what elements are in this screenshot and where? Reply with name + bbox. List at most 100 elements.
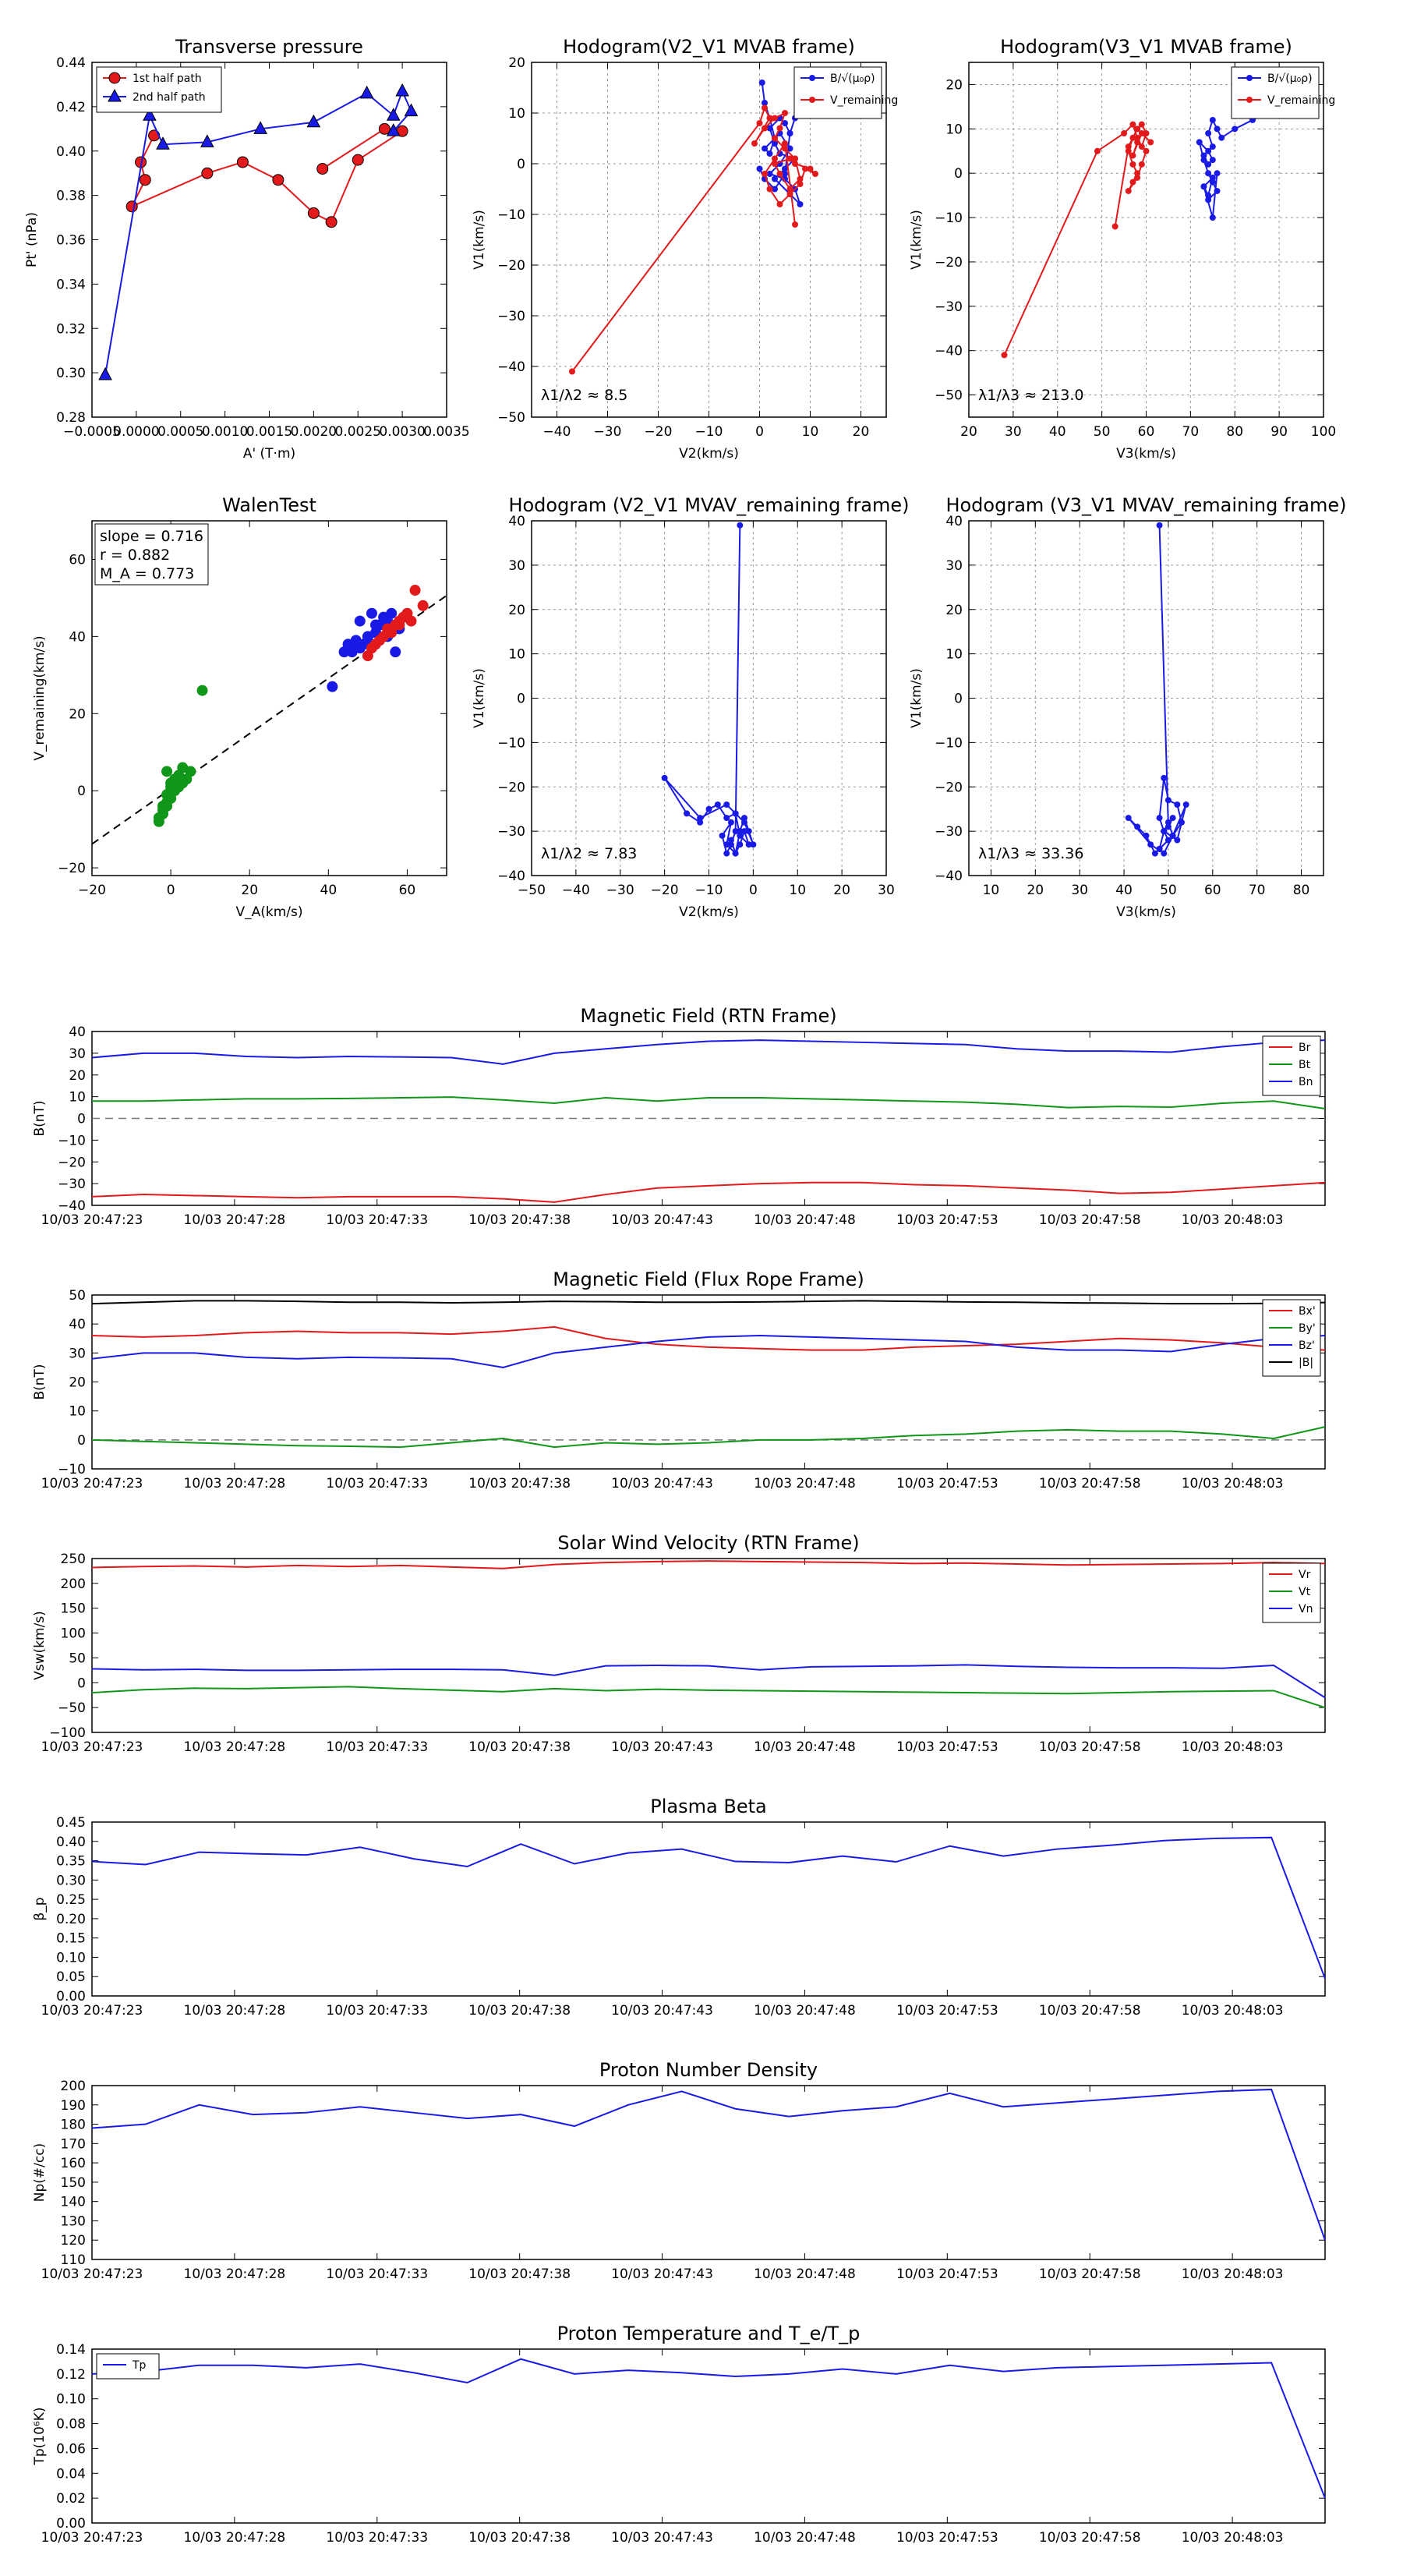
y-tick-label: 0.20 xyxy=(56,1912,86,1927)
data-point xyxy=(1164,797,1172,804)
stats-line: M_A = 0.773 xyxy=(100,565,194,582)
x-tick-label: 0.0010 xyxy=(202,424,248,440)
y-tick-label: −40 xyxy=(935,869,963,884)
y-tick-label: −10 xyxy=(58,1133,86,1148)
data-point xyxy=(776,125,783,132)
chart-title: Solar Wind Velocity (RTN Frame) xyxy=(557,1532,859,1554)
data-point xyxy=(776,171,783,177)
legend-label: B/√(μ₀ρ) xyxy=(830,73,875,85)
data-point xyxy=(1111,223,1119,230)
data-point xyxy=(802,165,808,172)
data-point xyxy=(732,850,739,857)
chart-title: Hodogram(V3_V1 MVAB frame) xyxy=(1000,36,1292,58)
data-point xyxy=(1001,352,1008,359)
series-line xyxy=(91,2088,1326,2241)
chart-proton-temperature: Proton Temperature and T_e/T_p 10/03 20:4… xyxy=(32,2323,1326,2546)
data-point xyxy=(727,837,734,844)
y-axis-label: β_p xyxy=(32,1897,48,1920)
legend-box xyxy=(96,2353,160,2380)
chart-hodogram-v3-v1-mvav: Hodogram (V3_V1 MVAV_remaining frame) 10 2… xyxy=(909,494,1347,920)
y-tick-label: −40 xyxy=(58,1198,86,1214)
data-point xyxy=(766,125,773,132)
x-tick-label: 100 xyxy=(1311,424,1336,440)
data-point xyxy=(196,685,208,696)
legend-label: Bz' xyxy=(1299,1339,1315,1352)
data-point xyxy=(661,774,668,781)
data-point xyxy=(1138,130,1145,136)
y-tick-label: 50 xyxy=(69,1651,86,1666)
x-tick-label: 10 xyxy=(789,883,806,898)
legend-label: 1st half path xyxy=(133,73,202,85)
x-tick-label: 10/03 20:47:33 xyxy=(326,2266,428,2282)
data-point xyxy=(1138,161,1145,168)
data-point xyxy=(809,75,815,81)
x-tick-label: 10/03 20:47:38 xyxy=(468,1476,571,1491)
y-tick-label: 110 xyxy=(61,2252,86,2268)
y-axis-label: Pt' (nPa) xyxy=(24,212,40,267)
stats-box xyxy=(94,523,209,586)
y-tick-label: 0.30 xyxy=(56,1873,86,1888)
x-tick-label: 10/03 20:48:03 xyxy=(1182,1212,1284,1228)
y-tick-label: −30 xyxy=(58,1177,86,1192)
data-point xyxy=(1246,97,1253,103)
y-axis-label: B(nT) xyxy=(32,1100,48,1136)
x-tick-label: 10/03 20:48:03 xyxy=(1182,2003,1284,2019)
x-tick-label: 10/03 20:47:28 xyxy=(184,2266,286,2282)
x-tick-label: −30 xyxy=(606,883,634,898)
data-point xyxy=(758,80,765,86)
x-tick-label: −40 xyxy=(543,424,571,440)
data-point xyxy=(1134,174,1141,181)
chart-hodogram-v3-v1-mvab: Hodogram(V3_V1 MVAB frame) 20 30 40 50 60 70 80… xyxy=(909,36,1336,462)
legend-label: Vr xyxy=(1299,1569,1311,1581)
data-point xyxy=(723,841,730,848)
series-line xyxy=(91,1335,1326,1368)
data-point xyxy=(1174,801,1181,808)
data-point xyxy=(737,828,744,835)
data-point xyxy=(108,72,121,84)
data-point xyxy=(386,123,401,136)
legend-box xyxy=(1262,1299,1321,1377)
x-tick-label: 10/03 20:47:58 xyxy=(1039,2530,1141,2546)
chart-walen-test: WalenTest −20 0 20 40 60 −20 0 20 40 60 V_A(km/s) V_… xyxy=(32,494,447,920)
x-tick-label: 10/03 20:47:38 xyxy=(468,2530,571,2546)
y-tick-label: 0.10 xyxy=(56,1950,86,1966)
data-point xyxy=(697,815,704,822)
data-point xyxy=(772,140,778,147)
x-tick-label: 10/03 20:47:33 xyxy=(326,1476,428,1491)
y-tick-label: 30 xyxy=(69,1346,86,1361)
legend-label: Bn xyxy=(1299,1076,1313,1088)
chart-title: Proton Number Density xyxy=(599,2059,818,2081)
legend-box xyxy=(1231,66,1320,119)
legend-label: Vt xyxy=(1299,1586,1311,1598)
data-point xyxy=(1134,126,1141,133)
x-tick-label: 10/03 20:47:53 xyxy=(896,2266,998,2282)
data-point xyxy=(1214,187,1221,194)
data-point xyxy=(253,121,267,134)
x-tick-label: 50 xyxy=(1160,883,1177,898)
y-tick-label: 40 xyxy=(508,514,525,529)
x-tick-label: 0.0035 xyxy=(423,424,469,440)
data-point xyxy=(1161,828,1168,835)
data-point xyxy=(1125,187,1132,194)
x-tick-label: −10 xyxy=(695,424,723,440)
y-tick-label: 0.08 xyxy=(56,2417,86,2433)
y-tick-label: 150 xyxy=(61,1601,86,1617)
data-point xyxy=(792,221,798,228)
data-point xyxy=(797,201,804,207)
y-tick-label: 200 xyxy=(61,1576,86,1592)
legend-box xyxy=(1262,1562,1321,1623)
data-point xyxy=(325,216,337,228)
y-tick-label: 140 xyxy=(61,2195,86,2210)
y-tick-label: 10 xyxy=(945,647,963,663)
data-point xyxy=(1129,121,1136,128)
x-tick-label: 20 xyxy=(960,424,977,440)
y-tick-label: 20 xyxy=(945,603,963,618)
series-line xyxy=(91,1560,1326,1569)
y-tick-label: 0.35 xyxy=(56,1854,86,1870)
y-tick-label: 50 xyxy=(69,1288,86,1304)
chart-magnetic-field-flux-rope: Magnetic Field (Flux Rope Frame) 10/03 20… xyxy=(32,1269,1326,1491)
data-point xyxy=(762,104,768,111)
y-tick-label: 20 xyxy=(69,706,86,722)
data-point xyxy=(316,163,329,175)
y-tick-label: 40 xyxy=(945,514,963,529)
